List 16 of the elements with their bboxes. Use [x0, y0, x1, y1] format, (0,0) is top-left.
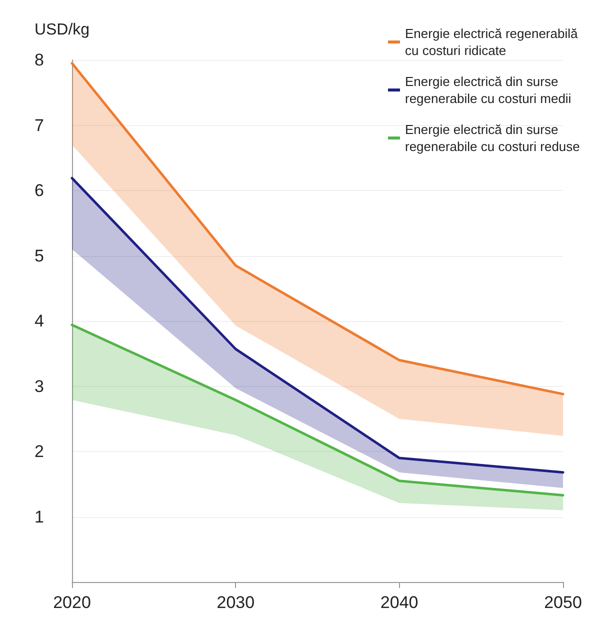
- legend-label: Energie electrică din surse regenerabile cu costuri reduse: [405, 122, 580, 154]
- legend-label: Energie electrică regenerabilă cu costuri ridicate: [405, 26, 582, 58]
- y-tick-label: 1: [34, 507, 44, 526]
- y-tick-label: 5: [34, 246, 44, 266]
- y-tick-label: 8: [34, 50, 44, 70]
- y-axis-title: USD/kg: [34, 22, 90, 38]
- y-tick-label: 4: [34, 312, 44, 330]
- y-tick-label: 3: [34, 376, 44, 396]
- y-tick-label: 6: [34, 181, 44, 200]
- legend-label: Energie electrică din surse regenerabile cu costuri medii: [405, 74, 572, 106]
- x-tick-label: 2020: [53, 593, 91, 612]
- x-tick-label: 2050: [544, 593, 582, 612]
- y-tick-label: 2: [34, 442, 44, 461]
- x-tick-label: 2030: [216, 593, 255, 612]
- y-tick-label: 7: [34, 116, 44, 135]
- x-tick-label: 2040: [380, 593, 418, 612]
